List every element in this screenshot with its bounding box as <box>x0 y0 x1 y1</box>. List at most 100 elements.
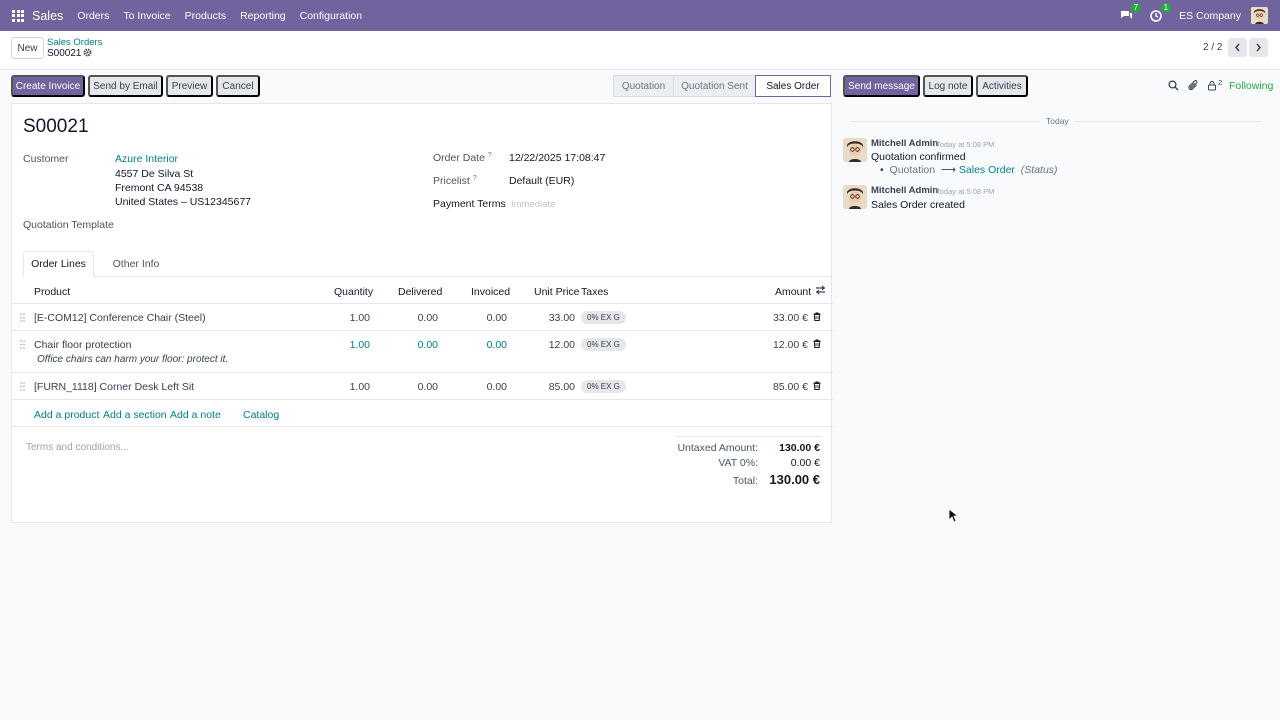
stage-quotation-sent[interactable]: Quotation Sent <box>673 75 755 97</box>
line-product[interactable]: [FURN_1118] Corner Desk Left Sit <box>34 381 195 393</box>
add-product-link[interactable]: Add a product <box>34 409 100 421</box>
message-date: Today at 5:08 PM <box>936 187 995 196</box>
delete-line-icon[interactable] <box>813 339 821 348</box>
line-invoiced: 0.00 <box>486 381 507 393</box>
tab-order-lines[interactable]: Order Lines <box>23 251 94 277</box>
line-invoiced[interactable]: 0.00 <box>486 339 507 351</box>
avatar[interactable] <box>843 185 867 209</box>
vat-label: VAT 0%: <box>718 457 758 469</box>
chevron-left-icon <box>1235 43 1240 52</box>
gear-icon[interactable] <box>83 48 92 60</box>
app-name[interactable]: Sales <box>32 8 64 23</box>
customer-label: Customer <box>23 153 69 165</box>
cancel-button[interactable]: Cancel <box>216 75 260 97</box>
send-message-button[interactable]: Send message <box>843 75 920 97</box>
line-product[interactable]: [E-COM12] Conference Chair (Steel) <box>34 312 206 324</box>
pager-next-button[interactable] <box>1249 38 1268 57</box>
col-quantity[interactable]: Quantity <box>334 286 374 298</box>
line-unit-price[interactable]: 12.00 <box>548 339 575 351</box>
tax-badge[interactable]: 0% EX G <box>581 338 626 351</box>
menu-products[interactable]: Products <box>184 9 227 22</box>
drag-handle-icon[interactable] <box>20 382 25 391</box>
app-menu-icon[interactable] <box>12 9 24 22</box>
table-row[interactable]: [E-COM12] Conference Chair (Steel) 1.00 … <box>12 304 833 331</box>
message-author[interactable]: Mitchell Admin <box>871 185 939 196</box>
delete-line-icon[interactable] <box>813 381 821 390</box>
tax-badge[interactable]: 0% EX G <box>581 380 626 393</box>
line-quantity[interactable]: 1.00 <box>349 312 370 324</box>
activities-badge: 1 <box>1160 2 1172 13</box>
avatar[interactable] <box>843 138 867 162</box>
breadcrumb-record: S00021 <box>47 48 82 59</box>
untaxed-amount-value: 130.00 € <box>779 442 820 454</box>
order-date-label: Order Date ? <box>433 152 492 164</box>
col-amount[interactable]: Amount <box>775 286 812 298</box>
paperclip-icon[interactable] <box>1188 80 1199 95</box>
terms-input[interactable]: Terms and conditions... <box>26 442 129 453</box>
tracking-old-value: Quotation <box>889 164 936 176</box>
customer-address-line3: United States – US12345677 <box>115 196 252 208</box>
create-invoice-button[interactable]: Create Invoice <box>11 75 85 97</box>
menu-configuration[interactable]: Configuration <box>299 9 363 22</box>
col-invoiced[interactable]: Invoiced <box>471 286 511 298</box>
pricelist-field[interactable]: Default (EUR) <box>509 175 575 187</box>
activities-icon[interactable]: 1 <box>1149 2 1172 23</box>
pager-value[interactable]: 2 / 2 <box>1203 42 1223 53</box>
following-button[interactable]: Following <box>1229 80 1274 92</box>
pager-previous-button[interactable] <box>1228 38 1247 57</box>
send-by-email-button[interactable]: Send by Email <box>88 75 163 97</box>
col-taxes[interactable]: Taxes <box>581 286 609 298</box>
menu-reporting[interactable]: Reporting <box>240 9 286 22</box>
company-switcher[interactable]: ES Company <box>1179 9 1241 22</box>
stage-sales-order[interactable]: Sales Order <box>755 75 831 97</box>
line-unit-price[interactable]: 85.00 <box>548 381 575 393</box>
order-date-help-icon[interactable]: ? <box>487 152 492 159</box>
table-row[interactable]: [FURN_1118] Corner Desk Left Sit 1.00 0.… <box>12 373 833 400</box>
menu-to-invoice[interactable]: To Invoice <box>123 9 171 22</box>
col-delivered[interactable]: Delivered <box>398 286 443 298</box>
delete-line-icon[interactable] <box>813 312 821 321</box>
drag-handle-icon[interactable] <box>20 340 25 349</box>
col-product[interactable]: Product <box>34 286 71 298</box>
date-separator-label: Today <box>1040 116 1075 126</box>
col-unit-price[interactable]: Unit Price <box>534 286 580 298</box>
catalog-link[interactable]: Catalog <box>243 409 280 421</box>
vat-value: 0.00 € <box>790 457 820 469</box>
line-quantity[interactable]: 1.00 <box>349 381 370 393</box>
tab-other-info[interactable]: Other Info <box>112 258 160 270</box>
menu-orders[interactable]: Orders <box>77 9 110 22</box>
arrow-right-icon: ⟶ <box>940 164 956 176</box>
line-unit-price[interactable]: 33.00 <box>548 312 575 324</box>
add-section-link[interactable]: Add a section <box>103 409 167 421</box>
activities-button[interactable]: Activities <box>976 75 1028 97</box>
customer-link[interactable]: Azure Interior <box>115 153 179 165</box>
order-date-field[interactable]: 12/22/2025 17:08:47 <box>509 152 606 164</box>
table-row[interactable]: Chair floor protection Office chairs can… <box>12 331 833 373</box>
new-button[interactable]: New <box>11 37 44 59</box>
breadcrumb-sales-orders[interactable]: Sales Orders <box>47 37 103 48</box>
search-icon[interactable] <box>1168 80 1179 94</box>
tax-badge[interactable]: 0% EX G <box>581 311 626 324</box>
followers-icon[interactable] <box>1207 80 1217 94</box>
control-panel: New Sales Orders S00021 2 / 2 <box>0 31 1280 70</box>
stage-quotation[interactable]: Quotation <box>613 75 673 97</box>
top-navbar: Sales Orders To Invoice Products Reporti… <box>0 0 1280 31</box>
message-author[interactable]: Mitchell Admin <box>871 138 939 149</box>
line-description[interactable]: Office chairs can harm your floor: prote… <box>37 354 229 365</box>
pricelist-help-icon[interactable]: ? <box>472 175 477 182</box>
user-avatar[interactable] <box>1251 7 1268 24</box>
column-settings-icon[interactable] <box>815 285 826 298</box>
preview-button[interactable]: Preview <box>166 75 213 97</box>
line-product[interactable]: Chair floor protection <box>34 339 132 351</box>
add-note-link[interactable]: Add a note <box>170 409 221 421</box>
log-note-button[interactable]: Log note <box>923 75 973 97</box>
tracking-new-value: Sales Order <box>958 164 1015 176</box>
order-title: S00021 <box>23 116 89 137</box>
payment-terms-field[interactable]: Immediate <box>511 199 556 210</box>
messages-icon[interactable]: 7 <box>1119 2 1142 23</box>
line-delivered[interactable]: 0.00 <box>417 312 438 324</box>
drag-handle-icon[interactable] <box>20 313 25 322</box>
line-delivered[interactable]: 0.00 <box>417 381 438 393</box>
line-delivered[interactable]: 0.00 <box>417 339 438 351</box>
line-quantity[interactable]: 1.00 <box>349 339 370 351</box>
